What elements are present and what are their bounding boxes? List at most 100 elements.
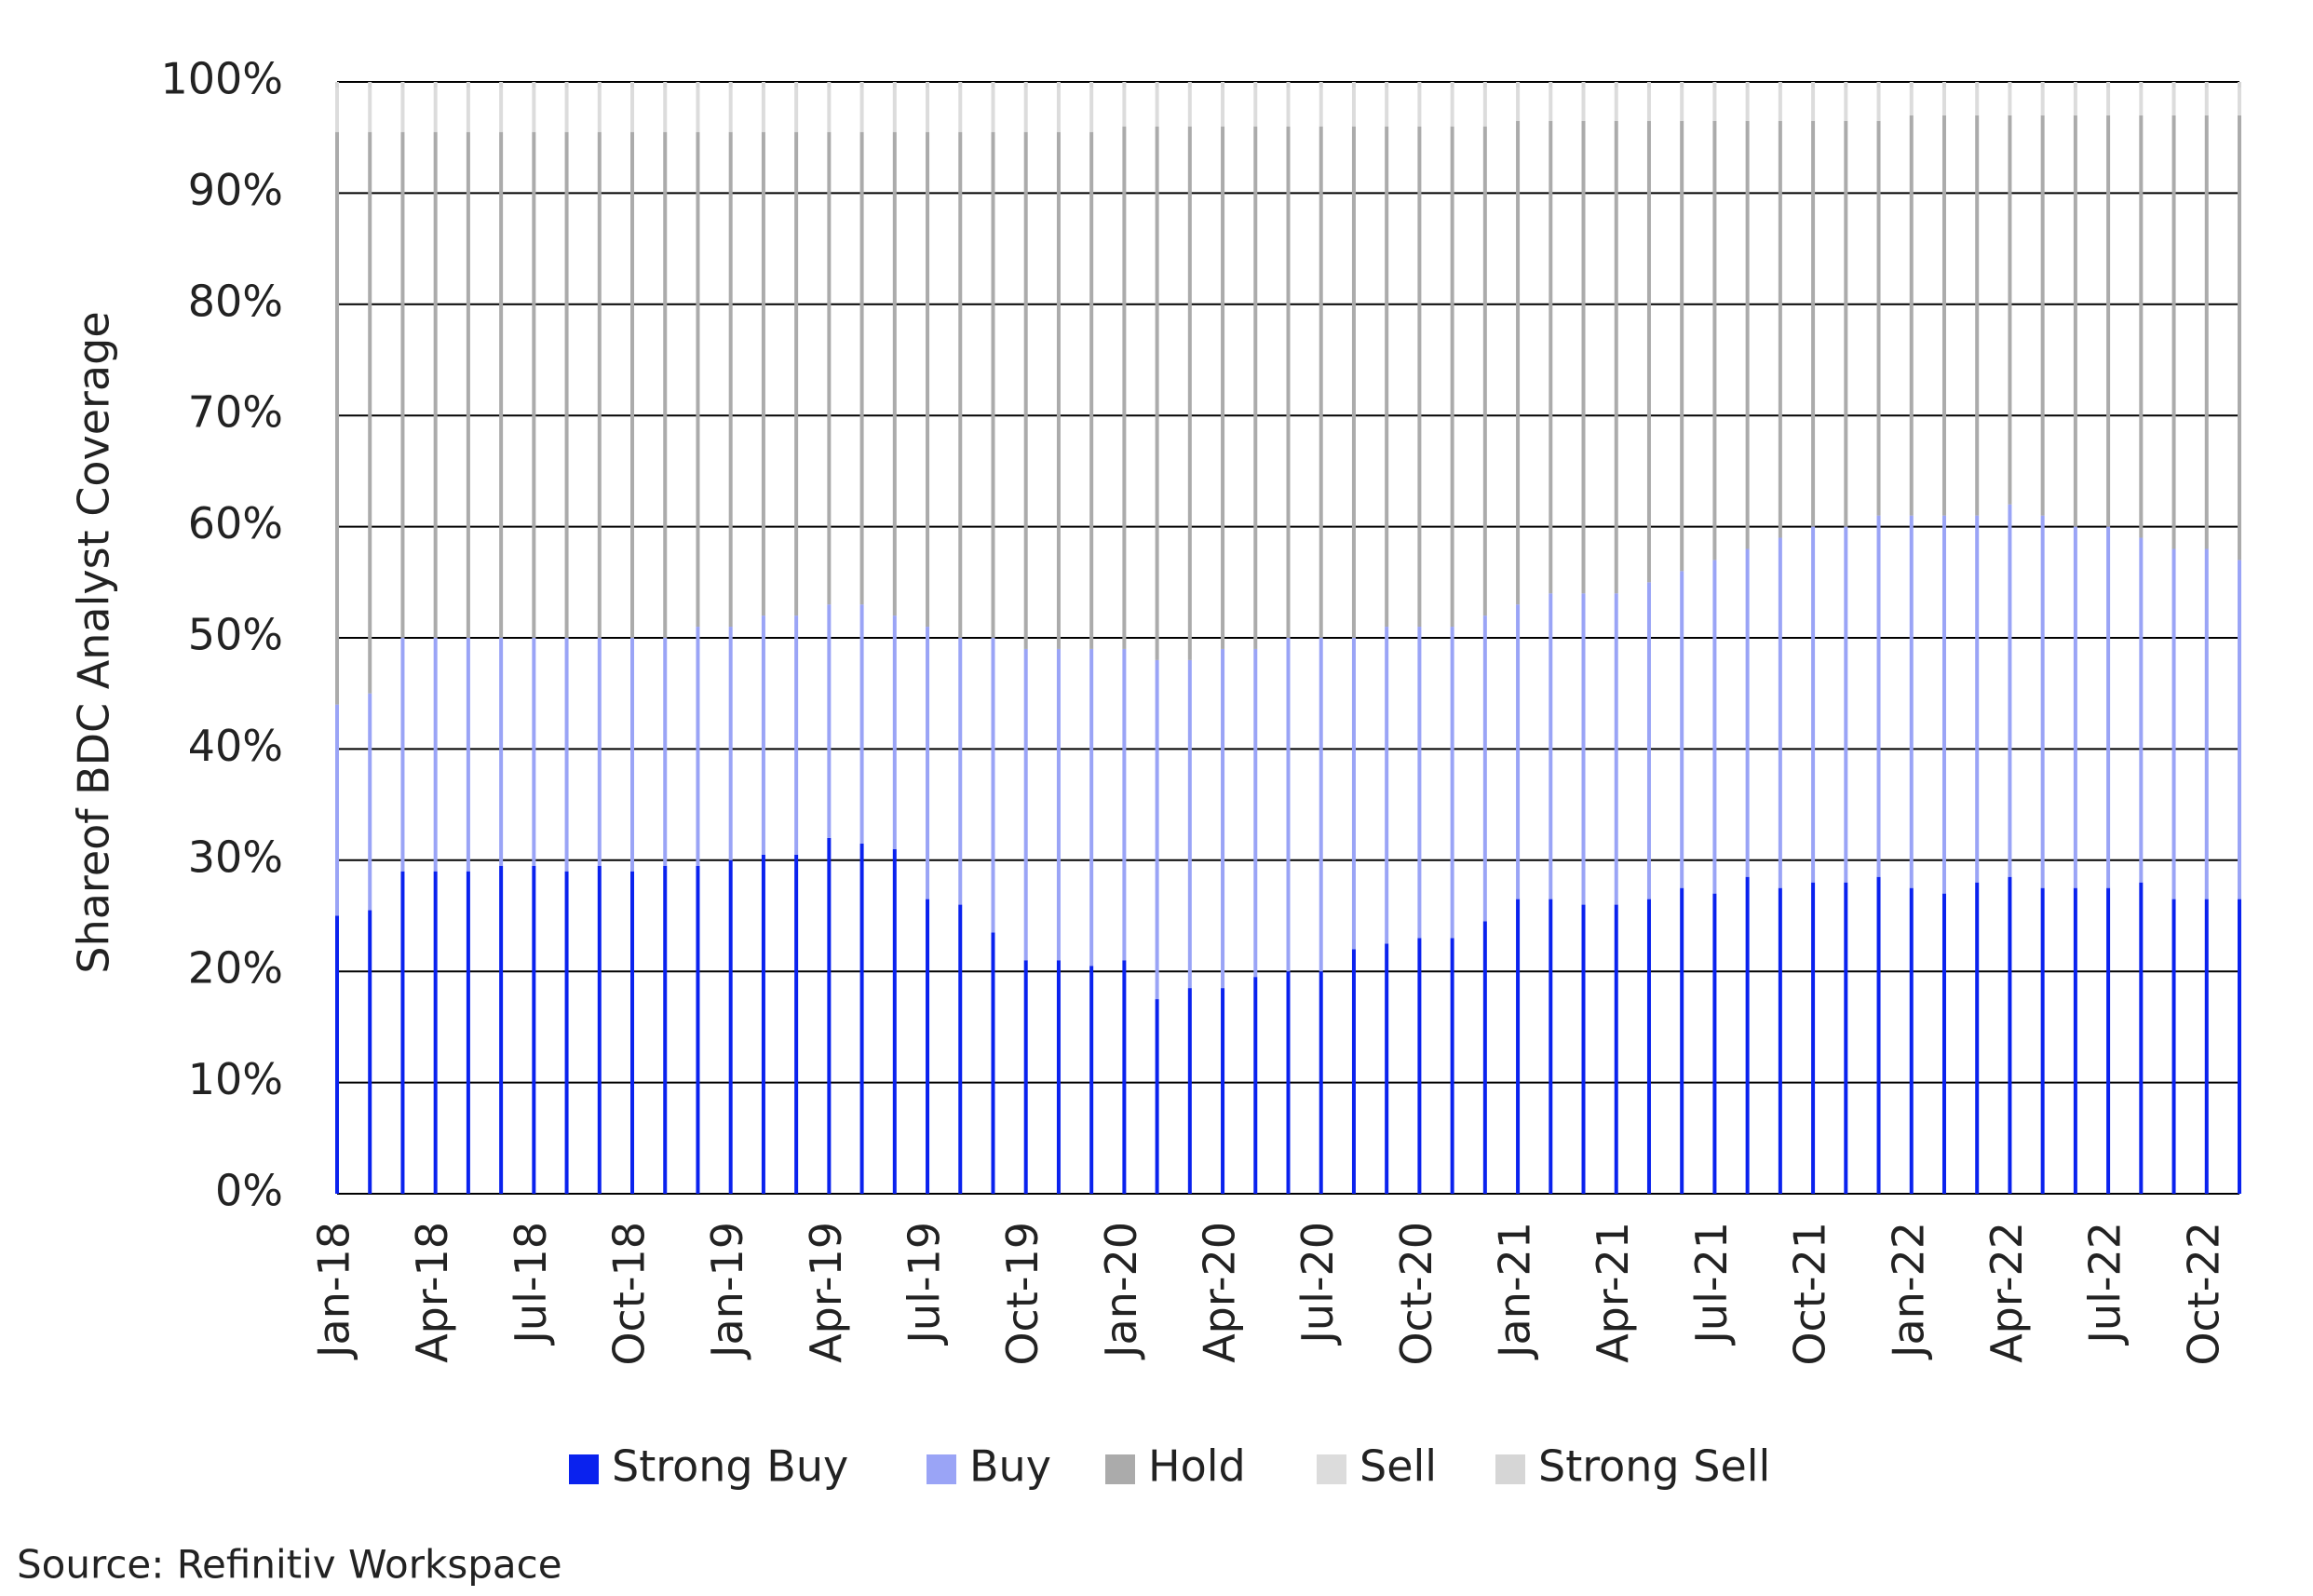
x-tick-label: Apr-19 — [801, 1222, 851, 1363]
bar-segment — [958, 87, 963, 132]
bar-segment — [1975, 87, 1980, 115]
bar-segment — [1646, 582, 1651, 899]
bar-segment — [794, 87, 799, 132]
x-tick-label: Oct-21 — [1785, 1222, 1835, 1366]
legend-label: Strong Buy — [612, 1441, 848, 1492]
bar-segment — [859, 604, 864, 844]
bar-segment — [400, 638, 405, 872]
x-tick-label: Apr-20 — [1195, 1222, 1245, 1363]
bar-segment — [1581, 593, 1586, 905]
bar-segment — [1351, 126, 1356, 638]
bar-segment — [335, 87, 339, 132]
bar-segment — [2204, 82, 2209, 88]
bar-segment — [1155, 87, 1159, 127]
bar-segment — [499, 131, 504, 639]
bar-segment — [433, 871, 438, 1194]
bar-segment — [1385, 126, 1389, 628]
bar-segment — [1056, 131, 1061, 649]
bar-segment — [2238, 82, 2241, 88]
bar-segment — [2139, 87, 2144, 115]
bar-segment — [991, 82, 995, 88]
bar-segment — [991, 638, 995, 933]
bar-segment — [1319, 638, 1323, 972]
bar-segment — [1187, 87, 1192, 127]
bar-segment — [1975, 82, 1980, 88]
bar-segment — [926, 87, 930, 132]
bar-segment — [2073, 526, 2077, 888]
bar-segment — [1122, 82, 1127, 88]
bar-segment — [1549, 87, 1553, 121]
y-tick-label: 0% — [215, 1166, 283, 1216]
bar-segment — [1450, 938, 1454, 1194]
bar-segment — [1319, 82, 1323, 88]
bar-segment — [2073, 82, 2077, 88]
bar-segment — [1286, 126, 1291, 638]
bar-segment — [1417, 87, 1422, 127]
bar-segment — [400, 87, 405, 132]
bar-segment — [1844, 120, 1848, 527]
bar-segment — [1253, 87, 1258, 127]
bar-segment — [1253, 977, 1258, 1194]
bar-segment — [1023, 648, 1028, 961]
bar-segment — [1056, 960, 1061, 1194]
bar-segment — [892, 87, 897, 132]
bar-segment — [2040, 115, 2045, 516]
bar-segment — [1745, 87, 1750, 121]
bar-segment — [2073, 87, 2077, 115]
bar-segment — [1253, 648, 1258, 978]
bar-segment — [466, 638, 470, 872]
bar-segment — [433, 82, 438, 88]
bar-segment — [2040, 887, 2045, 1194]
legend-swatch — [927, 1454, 956, 1484]
bar-segment — [827, 87, 832, 132]
bar-segment — [696, 87, 700, 132]
bar-segment — [991, 131, 995, 639]
bar-segment — [2106, 887, 2111, 1194]
bar-segment — [1844, 526, 1848, 883]
bar-segment — [2171, 115, 2176, 549]
bar-segment — [466, 82, 470, 88]
bar-segment — [663, 865, 668, 1194]
bar-segment — [1581, 82, 1586, 88]
bar-segment — [892, 131, 897, 616]
bar-segment — [630, 87, 635, 132]
bar-segment — [1778, 887, 1782, 1194]
bar-segment — [466, 871, 470, 1194]
bar-segment — [1712, 893, 1717, 1194]
bar-segment — [2040, 87, 2045, 115]
y-tick-label: 10% — [188, 1054, 283, 1104]
bar-segment — [1844, 82, 1848, 88]
bar-segment — [1155, 82, 1159, 88]
bar-segment — [1581, 904, 1586, 1194]
bar-segment — [2106, 82, 2111, 88]
bar-segment — [827, 131, 832, 605]
bar-segment — [1122, 126, 1127, 649]
bar-segment — [663, 638, 668, 866]
bar-segment — [1417, 938, 1422, 1194]
bar-segment — [564, 82, 569, 88]
x-tick-label: Jan-18 — [309, 1222, 359, 1360]
bar-segment — [1482, 615, 1487, 922]
y-tick-label: 90% — [188, 165, 283, 215]
bar-segment — [532, 131, 536, 639]
bar-segment — [1385, 943, 1389, 1194]
y-tick-label: 20% — [188, 943, 283, 994]
bar-segment — [597, 131, 602, 639]
bar-segment — [1811, 526, 1816, 883]
bar-segment — [1319, 126, 1323, 638]
bar-segment — [335, 915, 339, 1194]
x-tick-label: Oct-22 — [2178, 1222, 2228, 1366]
bar-segment — [1941, 82, 1946, 88]
bar-segment — [499, 82, 504, 88]
bar-segment — [1646, 82, 1651, 88]
bar-segment — [2204, 548, 2209, 899]
bar-segment — [630, 871, 635, 1194]
bar-segment — [466, 87, 470, 132]
bar-segment — [1712, 560, 1717, 894]
bar-segment — [761, 87, 765, 132]
bar-segment — [1876, 876, 1881, 1194]
bar-segment — [1680, 82, 1684, 88]
bar-segment — [958, 638, 963, 905]
bar-segment — [532, 87, 536, 132]
bar-segment — [761, 82, 765, 88]
